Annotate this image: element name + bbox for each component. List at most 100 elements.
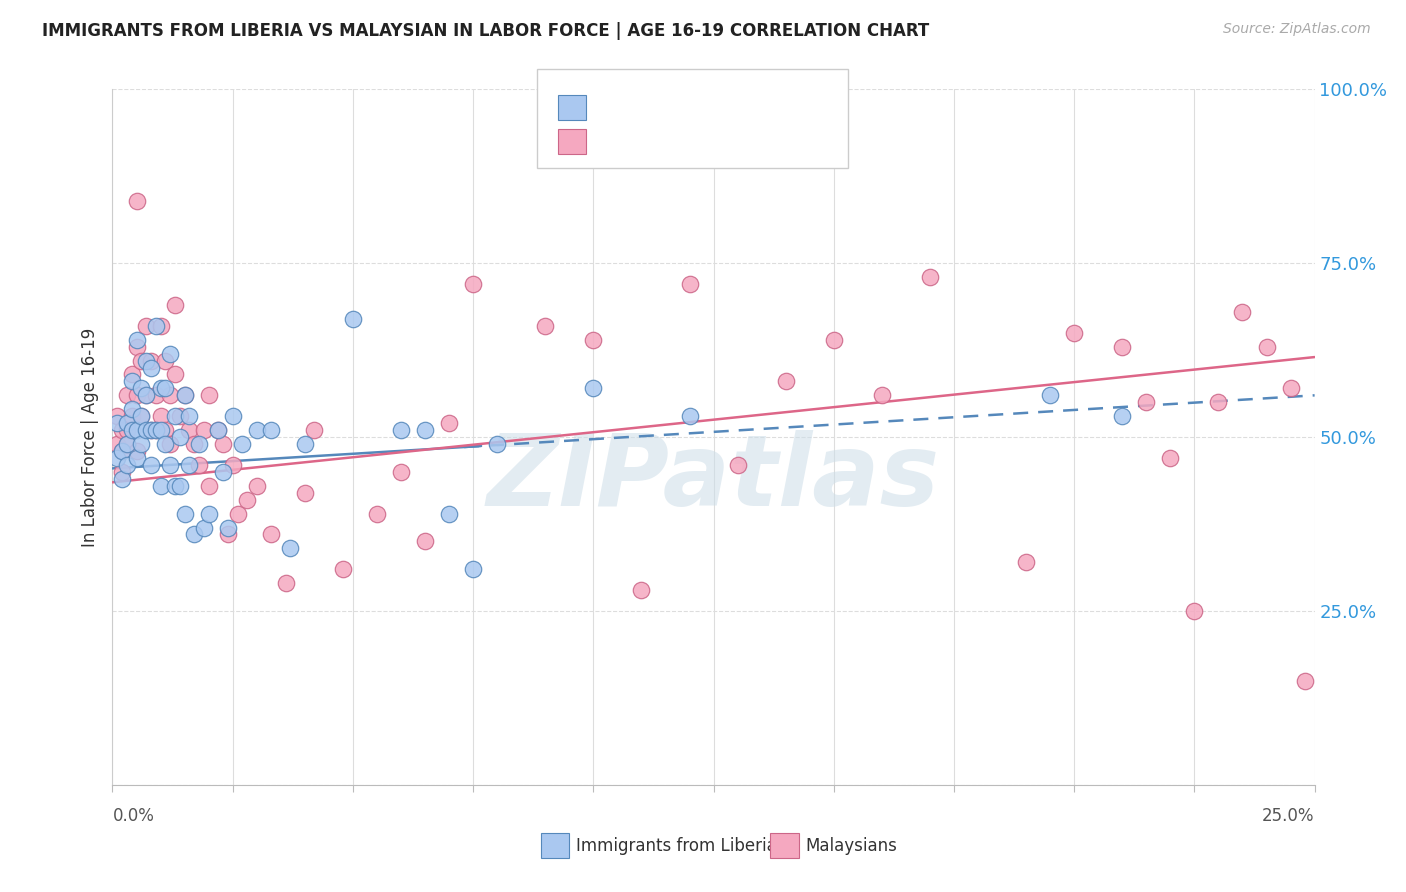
- Point: [135, 423, 157, 437]
- Text: IMMIGRANTS FROM LIBERIA VS MALAYSIAN IN LABOR FORCE | AGE 16-19 CORRELATION CHAR: IMMIGRANTS FROM LIBERIA VS MALAYSIAN IN …: [42, 22, 929, 40]
- Point: [115, 388, 138, 402]
- Point: [163, 298, 186, 312]
- Point: [125, 423, 148, 437]
- Point: [1279, 381, 1302, 395]
- Point: [159, 458, 181, 472]
- Point: [183, 437, 205, 451]
- Point: [149, 381, 172, 395]
- Point: [145, 423, 167, 437]
- Point: [115, 423, 138, 437]
- Point: [125, 444, 148, 458]
- Text: R =: R =: [600, 99, 640, 117]
- Point: [582, 381, 605, 395]
- Point: [294, 437, 316, 451]
- Point: [1015, 555, 1038, 569]
- Point: [155, 353, 177, 368]
- Point: [274, 576, 297, 591]
- Point: [534, 318, 557, 333]
- Point: [169, 409, 191, 424]
- Point: [139, 423, 162, 437]
- Point: [389, 465, 412, 479]
- Point: [1294, 673, 1316, 688]
- Point: [131, 409, 153, 424]
- Point: [145, 318, 167, 333]
- Point: [870, 388, 893, 402]
- Point: [111, 444, 134, 458]
- Point: [169, 479, 191, 493]
- Point: [125, 388, 148, 402]
- Point: [149, 318, 172, 333]
- Point: [179, 409, 201, 424]
- Point: [342, 311, 364, 326]
- Point: [437, 416, 460, 430]
- Point: [1159, 450, 1181, 465]
- Point: [121, 375, 143, 389]
- Point: [183, 527, 205, 541]
- Point: [197, 479, 219, 493]
- Point: [121, 368, 143, 382]
- Point: [1039, 388, 1062, 402]
- Point: [775, 375, 797, 389]
- Point: [139, 423, 162, 437]
- Point: [413, 423, 436, 437]
- Point: [188, 458, 211, 472]
- Point: [280, 541, 302, 556]
- Point: [131, 381, 153, 395]
- Point: [231, 437, 253, 451]
- Point: [111, 423, 134, 437]
- Point: [246, 423, 269, 437]
- Point: [217, 527, 239, 541]
- Text: R =: R =: [600, 133, 640, 151]
- Point: [246, 479, 269, 493]
- Point: [437, 507, 460, 521]
- Text: N =: N =: [692, 133, 744, 151]
- Point: [222, 409, 245, 424]
- Point: [111, 472, 134, 486]
- Point: [145, 388, 167, 402]
- Point: [159, 437, 181, 451]
- Point: [115, 437, 138, 451]
- Point: [1256, 340, 1278, 354]
- Point: [207, 423, 229, 437]
- Point: [125, 333, 148, 347]
- Point: [630, 583, 652, 598]
- Point: [207, 423, 229, 437]
- Point: [332, 562, 354, 576]
- Point: [179, 458, 201, 472]
- Point: [193, 520, 215, 534]
- Text: N =: N =: [692, 99, 744, 117]
- Text: ZIPatlas: ZIPatlas: [486, 430, 941, 527]
- Point: [366, 507, 388, 521]
- Point: [173, 388, 195, 402]
- Point: [115, 458, 138, 472]
- Point: [389, 423, 412, 437]
- Point: [105, 437, 128, 451]
- Point: [1111, 340, 1133, 354]
- Point: [125, 450, 148, 465]
- Point: [139, 360, 162, 375]
- Point: [461, 277, 484, 291]
- Text: Source: ZipAtlas.com: Source: ZipAtlas.com: [1223, 22, 1371, 37]
- Point: [823, 333, 845, 347]
- Point: [188, 437, 211, 451]
- Point: [173, 507, 195, 521]
- Point: [304, 423, 326, 437]
- Text: 0.089: 0.089: [636, 99, 693, 117]
- Point: [1135, 395, 1157, 409]
- Point: [212, 465, 235, 479]
- Point: [163, 409, 186, 424]
- Point: [226, 507, 249, 521]
- Point: [149, 423, 172, 437]
- Text: 0.154: 0.154: [636, 133, 692, 151]
- Text: 25.0%: 25.0%: [1263, 807, 1315, 825]
- Point: [131, 353, 153, 368]
- Point: [918, 270, 941, 285]
- Point: [145, 423, 167, 437]
- Point: [159, 346, 181, 360]
- Point: [121, 409, 143, 424]
- Point: [135, 318, 157, 333]
- Point: [1232, 305, 1254, 319]
- Point: [155, 381, 177, 395]
- Point: [461, 562, 484, 576]
- Point: [135, 388, 157, 402]
